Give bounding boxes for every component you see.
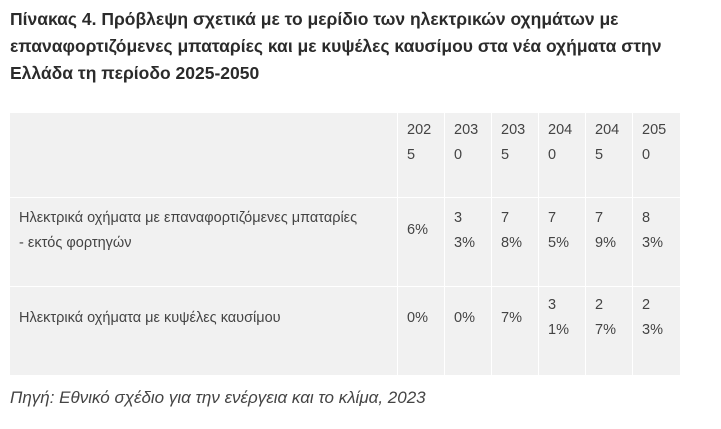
table-cell: 78% bbox=[501, 210, 522, 251]
column-divider bbox=[632, 113, 633, 375]
table-cell: 31% bbox=[548, 297, 569, 338]
table-cell: 0% bbox=[407, 310, 428, 326]
table-cell: 75% bbox=[548, 210, 569, 251]
year-header: 2040 bbox=[548, 122, 573, 163]
year-header: 2050 bbox=[642, 122, 667, 163]
column-divider bbox=[538, 113, 539, 375]
year-header: 2045 bbox=[595, 122, 620, 163]
year-header: 2030 bbox=[454, 122, 479, 163]
table-title: Πίνακας 4. Πρόβλεψη σχετικά με το μερίδι… bbox=[10, 9, 662, 83]
table-cell: 6% bbox=[407, 222, 428, 238]
table-cell: 23% bbox=[642, 297, 663, 338]
row-label: Ηλεκτρικά οχήματα με επαναφορτιζόμενες μ… bbox=[19, 210, 358, 251]
column-divider bbox=[444, 113, 445, 375]
table-cell: 33% bbox=[454, 210, 475, 251]
table-cell: 79% bbox=[595, 210, 616, 251]
source-caption: Πηγή: Εθνικό σχέδιο για την ενέργεια και… bbox=[10, 388, 426, 407]
table-cell: 7% bbox=[501, 310, 522, 326]
table-cell: 0% bbox=[454, 310, 475, 326]
row-divider bbox=[10, 197, 680, 198]
forecast-table: 2025 2030 2035 2040 2045 2050 Ηλεκτρικά … bbox=[10, 113, 680, 375]
table-cell: 83% bbox=[642, 210, 663, 251]
year-header: 2035 bbox=[501, 122, 526, 163]
year-header: 2025 bbox=[407, 122, 432, 163]
row-divider bbox=[10, 286, 680, 287]
column-divider bbox=[585, 113, 586, 375]
row-label: Ηλεκτρικά οχήματα με κυψέλες καυσίμου bbox=[19, 310, 281, 326]
column-divider bbox=[491, 113, 492, 375]
column-divider bbox=[397, 113, 398, 375]
table-cell: 27% bbox=[595, 297, 616, 338]
